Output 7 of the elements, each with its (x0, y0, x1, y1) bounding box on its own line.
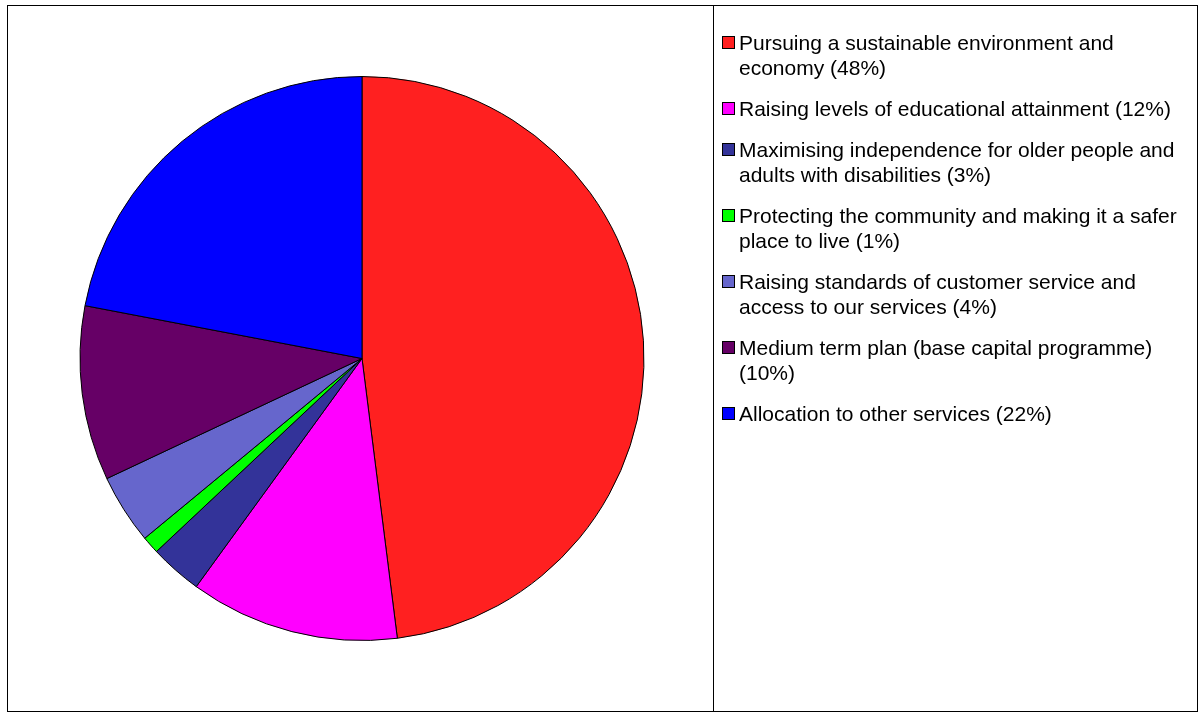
legend-label: Allocation to other services (22%) (739, 401, 1052, 426)
legend-label: Maximising independence for older people and adults with disabilities (3%) (739, 137, 1176, 187)
legend-label: Medium term plan (base capital programme) (10%) (739, 335, 1154, 385)
legend-label: Raising standards of customer service and access to our services (4%) (739, 269, 1137, 319)
legend-label: Raising levels of educational attainment (12%) (739, 96, 1171, 121)
legend-label: Pursuing a sustainable environment and economy (48%) (739, 30, 1115, 80)
legend-label: Protecting the community and making it a safer place to live (1%) (739, 203, 1178, 253)
